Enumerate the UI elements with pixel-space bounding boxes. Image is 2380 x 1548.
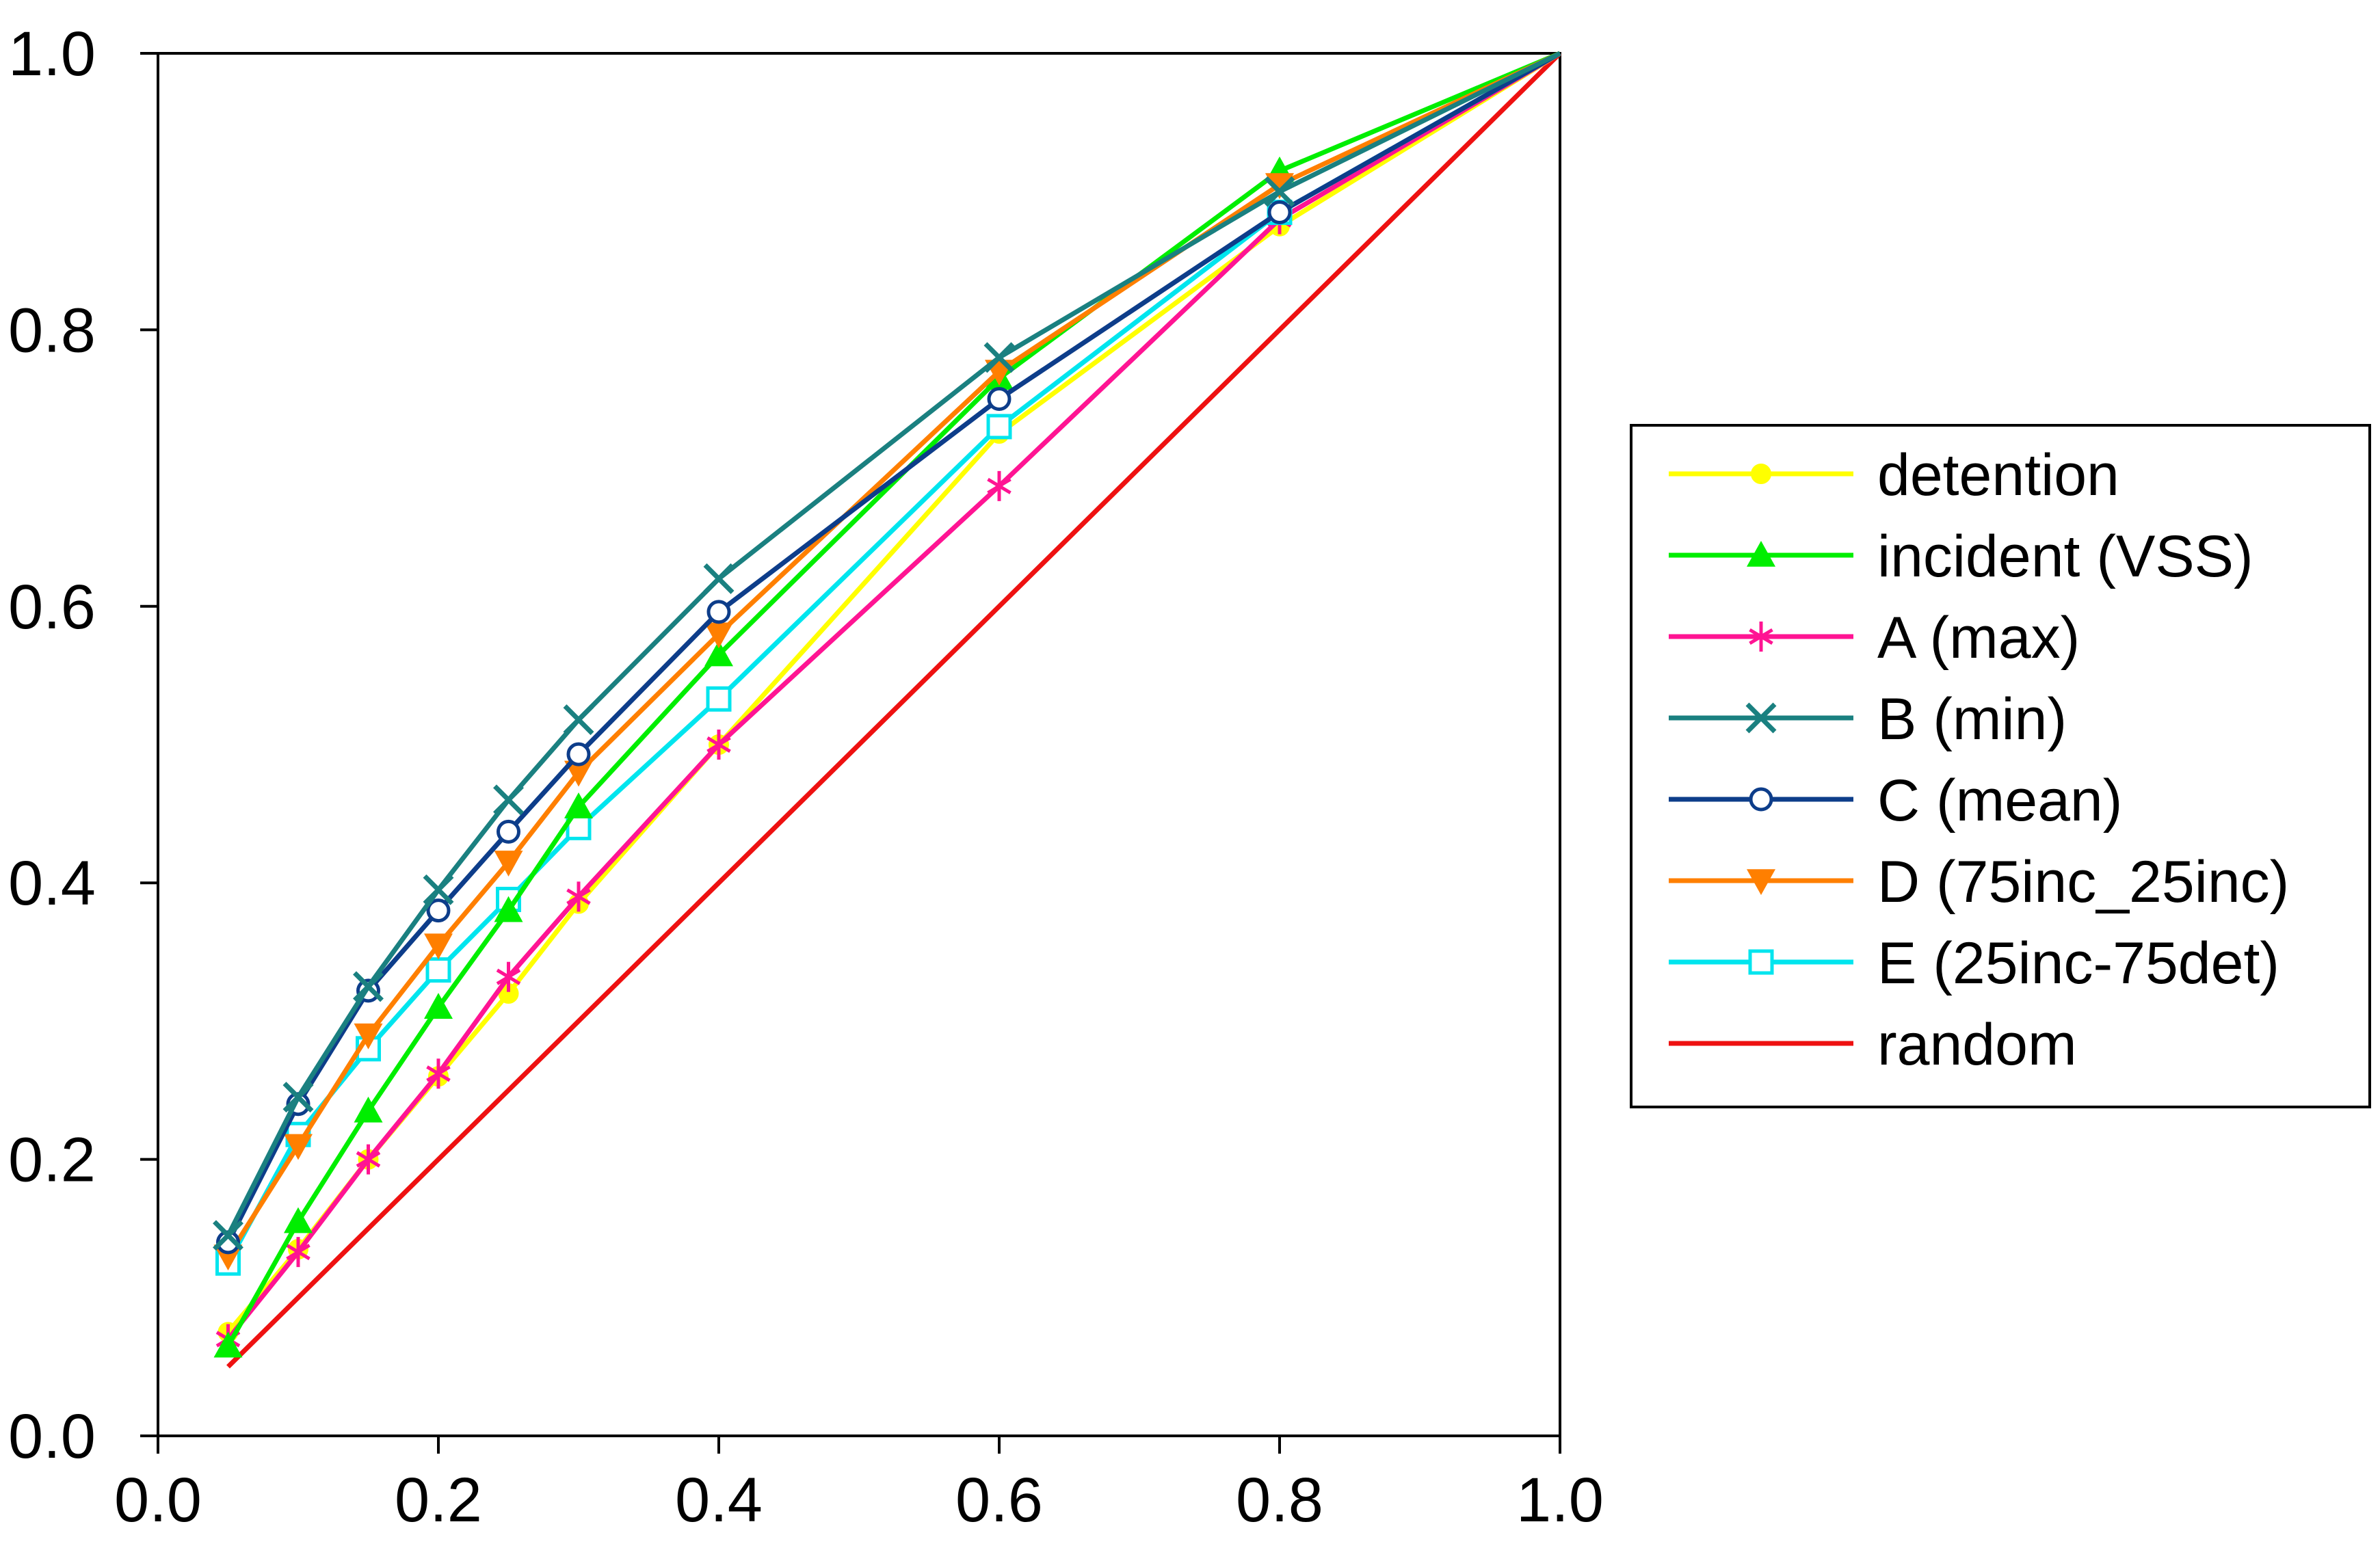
x-tick-label: 0.4 xyxy=(675,1465,763,1535)
series-line-a-max xyxy=(226,51,1561,1341)
x-tick-label: 0.8 xyxy=(1236,1465,1323,1535)
data-point-incident-vss xyxy=(424,993,453,1019)
legend-swatch-marker xyxy=(1747,869,1775,895)
legend-item-b-min: B (min) xyxy=(1669,686,2067,752)
data-point-incident-vss xyxy=(213,1331,243,1358)
plot-frame xyxy=(157,52,1561,1437)
x-tick-label: 0.0 xyxy=(114,1465,202,1535)
legend-swatch-marker xyxy=(1748,949,1774,975)
legend-swatch-marker xyxy=(1747,541,1775,567)
data-point-c-mean xyxy=(566,742,591,766)
series-line-b-min xyxy=(226,51,1561,1237)
data-point-d-75inc-25inc xyxy=(284,1134,313,1160)
series-b-min xyxy=(213,51,1561,1251)
data-point-d-75inc-25inc xyxy=(424,933,453,960)
legend-swatch-marker xyxy=(1749,622,1773,652)
series-line-c-mean xyxy=(226,51,1561,1244)
data-point-incident-vss xyxy=(494,896,523,922)
data-point-a-max xyxy=(496,961,521,992)
data-point-incident-vss xyxy=(284,1207,313,1233)
data-point-a-max xyxy=(286,1237,310,1268)
legend-label: incident (VSS) xyxy=(1877,524,2253,589)
data-point-c-mean xyxy=(497,819,520,844)
data-point-d-75inc-25inc xyxy=(1265,173,1294,200)
data-point-d-75inc-25inc xyxy=(494,851,523,877)
data-point-a-max xyxy=(356,1144,381,1175)
data-point-a-max xyxy=(426,1058,451,1089)
data-point-incident-vss xyxy=(564,792,593,818)
series-detention xyxy=(217,51,1561,1343)
x-tick-label: 1.0 xyxy=(1516,1465,1604,1535)
series-e-25inc-75det xyxy=(215,51,1561,1276)
data-point-d-75inc-25inc xyxy=(704,622,733,649)
data-point-c-mean xyxy=(426,898,451,923)
data-point-a-max xyxy=(987,470,1012,501)
legend-label: A (max) xyxy=(1877,605,2080,671)
legend-swatch-marker xyxy=(1751,464,1771,484)
data-point-a-max xyxy=(706,730,731,760)
series-line-detention xyxy=(226,51,1561,1334)
data-point-e-25inc-75det xyxy=(986,414,1012,440)
data-point-a-max xyxy=(566,881,591,912)
data-point-b-min xyxy=(353,971,384,1002)
legend-label: E (25inc-75det) xyxy=(1877,931,2279,996)
legend-item-d-75inc-25inc: D (75inc_25inc) xyxy=(1669,849,2289,915)
legend-swatch-marker xyxy=(1745,702,1777,734)
series-random xyxy=(226,51,1562,1369)
legend-item-e-25inc-75det: E (25inc-75det) xyxy=(1669,931,2279,996)
series-a-max xyxy=(215,51,1561,1354)
data-point-c-mean xyxy=(1267,200,1292,225)
legend-box xyxy=(1630,424,2371,1108)
series-d-75inc-25inc xyxy=(213,51,1561,1271)
series-line-d-75inc-25inc xyxy=(226,51,1561,1258)
data-point-b-min xyxy=(1264,176,1295,207)
data-point-incident-vss xyxy=(354,1096,383,1123)
series-incident-vss xyxy=(213,51,1561,1358)
ticks: 0.0 0.2 0.4 0.6 0.8 1.0 0.0 0.2 0.4 0.6 0.8 1.0 xyxy=(8,19,1604,1535)
data-point-d-75inc-25inc xyxy=(354,1023,383,1050)
axes xyxy=(157,52,1561,1437)
data-point-b-min xyxy=(213,1220,243,1251)
data-point-c-mean xyxy=(706,600,731,624)
legend-label: C (mean) xyxy=(1877,768,2122,833)
y-tick-label: 0.8 xyxy=(8,295,96,365)
data-point-e-25inc-75det xyxy=(425,957,451,983)
legend-label: D (75inc_25inc) xyxy=(1877,849,2289,915)
data-point-c-mean xyxy=(987,387,1012,411)
data-point-b-min xyxy=(493,784,524,816)
data-point-b-min xyxy=(703,563,735,594)
legend: detention incident (VSS) A (max) B (min) C (… xyxy=(1630,424,2371,1108)
y-tick-label: 0.4 xyxy=(8,849,96,918)
legend-item-a-max: A (max) xyxy=(1669,605,2080,671)
data-point-b-min xyxy=(423,874,454,905)
legend-item-detention: detention xyxy=(1669,442,2119,508)
x-tick-label: 0.6 xyxy=(955,1465,1043,1535)
legend-item-random: random xyxy=(1669,1012,2077,1078)
legend-item-c-mean: C (mean) xyxy=(1669,768,2122,833)
y-tick-label: 0.6 xyxy=(8,572,96,642)
data-point-incident-vss xyxy=(704,640,733,667)
series-group xyxy=(213,51,1562,1369)
legend-label: random xyxy=(1877,1012,2077,1078)
legend-label: detention xyxy=(1877,442,2119,508)
y-tick-label: 1.0 xyxy=(8,19,96,89)
x-tick-label: 0.2 xyxy=(395,1465,482,1535)
data-point-b-min xyxy=(983,342,1015,373)
series-line-random xyxy=(226,51,1562,1369)
legend-swatch-marker xyxy=(1749,787,1773,812)
data-point-d-75inc-25inc xyxy=(564,760,593,787)
legend-label: B (min) xyxy=(1877,686,2067,752)
data-point-b-min xyxy=(282,1082,314,1113)
y-tick-label: 0.0 xyxy=(8,1402,96,1471)
data-point-b-min xyxy=(563,704,594,736)
data-point-e-25inc-75det xyxy=(706,686,732,712)
series-c-mean xyxy=(216,51,1561,1255)
y-tick-label: 0.2 xyxy=(8,1125,96,1195)
legend-item-incident-vss: incident (VSS) xyxy=(1669,524,2253,589)
